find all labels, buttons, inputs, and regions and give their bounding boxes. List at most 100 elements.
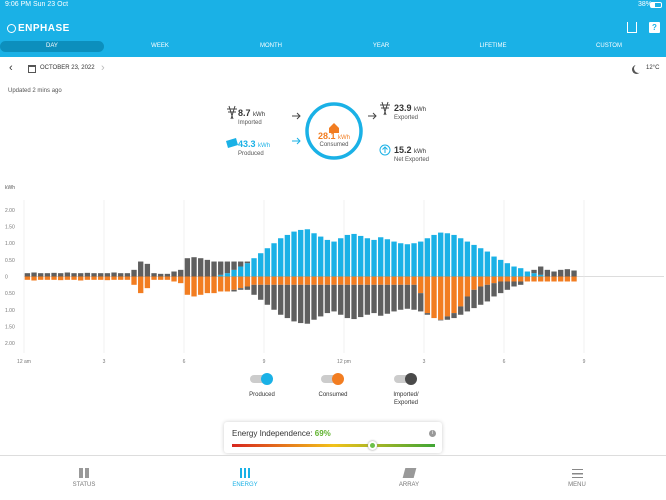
bar	[384, 239, 391, 277]
bar	[391, 284, 397, 312]
nav-item[interactable]: ARRAY	[398, 482, 420, 488]
bar	[451, 313, 457, 319]
bar	[404, 284, 411, 309]
bar	[91, 276, 97, 280]
legend-toggle-knob[interactable]	[332, 373, 344, 385]
bar	[118, 276, 124, 280]
moon-icon	[634, 64, 643, 73]
bar	[71, 273, 77, 277]
y-tick-label: 2.00	[5, 208, 15, 214]
bar	[311, 276, 317, 285]
bar	[271, 276, 277, 285]
legend-toggle-knob[interactable]	[405, 373, 417, 385]
bar	[158, 273, 164, 277]
net-exported-label: Net Exported	[394, 157, 430, 163]
bar	[218, 276, 224, 292]
independence-marker	[367, 441, 377, 450]
exported-number: 23.9	[394, 103, 412, 113]
bar	[338, 276, 344, 285]
bar	[338, 238, 344, 277]
bar	[484, 251, 491, 277]
bar	[324, 284, 331, 314]
bar	[284, 276, 291, 285]
bar	[64, 272, 71, 277]
tab[interactable]: MONTH	[260, 43, 282, 49]
bar	[151, 276, 157, 280]
bar	[164, 276, 171, 280]
bar	[344, 276, 351, 285]
bar	[264, 276, 271, 285]
bar	[404, 244, 411, 277]
tab[interactable]: DAY	[46, 43, 58, 49]
nav-item[interactable]: MENU	[568, 482, 586, 488]
tab[interactable]: CUSTOM	[596, 43, 622, 49]
net-icon	[379, 144, 391, 156]
bar	[318, 276, 324, 285]
bar	[531, 273, 537, 277]
legend-toggle-track[interactable]	[321, 375, 339, 383]
y-tick-label: 1.00	[5, 308, 15, 314]
bar	[171, 276, 177, 282]
bar	[498, 281, 504, 294]
tab[interactable]: YEAR	[372, 43, 390, 49]
bar	[111, 272, 117, 277]
bar	[238, 261, 244, 267]
next-day[interactable]: ›	[101, 62, 105, 74]
status-icon[interactable]	[79, 468, 89, 478]
bar	[244, 276, 251, 287]
bar	[158, 276, 164, 280]
unit: kWh	[414, 149, 427, 155]
tab[interactable]: LIFETIME	[479, 43, 507, 49]
bar	[24, 276, 31, 280]
bar	[458, 238, 464, 277]
updated-label: Updated 2 mins ago	[8, 88, 62, 94]
legend-label: Consumed	[318, 392, 348, 398]
bar	[304, 284, 311, 324]
bar	[451, 234, 457, 277]
bar	[291, 231, 297, 277]
bar	[238, 266, 244, 277]
bar	[251, 258, 257, 277]
bar	[478, 286, 484, 305]
bar	[298, 276, 304, 285]
bar	[491, 283, 497, 297]
bar	[244, 286, 251, 290]
bar	[364, 238, 371, 277]
bar	[98, 273, 104, 277]
bar	[531, 269, 537, 274]
nav-item[interactable]: ENERGY	[232, 482, 258, 488]
bar	[58, 273, 64, 277]
legend-toggle-track[interactable]	[394, 375, 412, 383]
bar	[358, 284, 364, 318]
bar	[504, 281, 511, 290]
legend-toggle-knob[interactable]	[261, 373, 273, 385]
energy-icon[interactable]	[240, 468, 250, 478]
nav-item[interactable]: STATUS	[72, 482, 96, 488]
bar	[524, 271, 531, 277]
bar	[464, 241, 471, 277]
bar	[124, 273, 131, 277]
prev-day[interactable]: ‹	[9, 62, 13, 74]
menu-icon[interactable]	[572, 469, 583, 478]
info-button[interactable]: i	[429, 430, 436, 437]
battery-icon	[650, 2, 662, 8]
bar	[278, 238, 284, 277]
y-tick-label: 0.50	[5, 291, 15, 297]
y-tick-label: 1.50	[5, 225, 15, 231]
help-button[interactable]: ?	[649, 22, 660, 33]
bar	[424, 313, 431, 315]
x-tick-label: 3	[423, 359, 426, 365]
bar	[351, 276, 357, 285]
bar	[491, 276, 497, 284]
calendar-icon[interactable]	[28, 65, 36, 73]
bar	[104, 276, 111, 281]
bar	[178, 276, 184, 284]
imported-number: 8.7	[238, 108, 251, 118]
net-exported-number: 15.2	[394, 145, 412, 155]
share-button[interactable]	[627, 22, 637, 33]
bar	[344, 284, 351, 319]
legend-toggle-track[interactable]	[250, 375, 268, 383]
bar	[418, 293, 424, 312]
tab[interactable]: WEEK	[151, 43, 169, 49]
bar	[144, 276, 151, 289]
